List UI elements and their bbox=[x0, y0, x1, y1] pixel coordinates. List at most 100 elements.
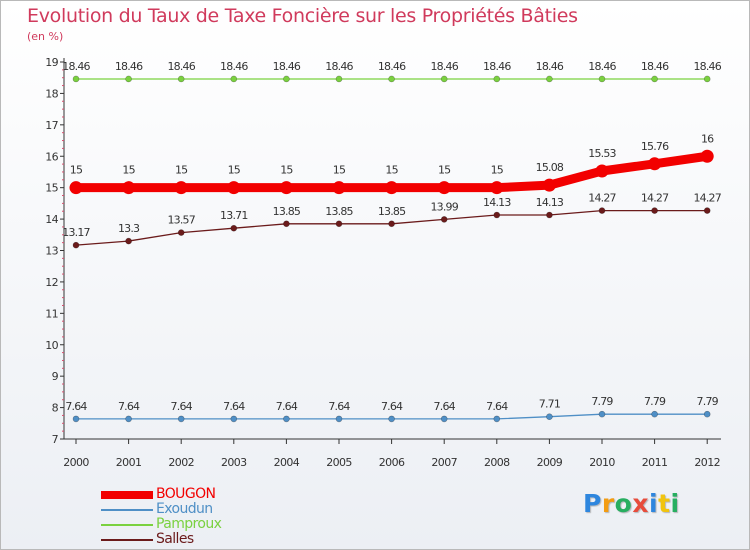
x-tick-label: 2009 bbox=[537, 456, 563, 469]
data-label: 18.46 bbox=[378, 60, 406, 73]
x-tick-label: 2010 bbox=[589, 456, 615, 469]
data-point bbox=[72, 415, 80, 423]
data-label: 13.85 bbox=[378, 205, 406, 218]
data-label: 15 bbox=[491, 164, 504, 177]
data-point bbox=[69, 181, 83, 195]
data-label: 7.64 bbox=[434, 400, 456, 413]
data-label: 15.76 bbox=[641, 140, 669, 153]
logo-letter: t bbox=[658, 489, 671, 518]
data-point bbox=[72, 75, 80, 83]
data-label: 14.27 bbox=[588, 192, 616, 205]
data-point bbox=[703, 207, 711, 214]
data-label: 13.71 bbox=[220, 209, 248, 222]
data-point bbox=[230, 224, 238, 232]
data-label: 7.79 bbox=[697, 395, 719, 408]
logo-letter: o bbox=[614, 489, 633, 518]
data-point bbox=[335, 220, 343, 228]
data-label: 13.57 bbox=[167, 214, 195, 227]
data-label: 14.13 bbox=[536, 196, 564, 209]
y-tick-label: 11 bbox=[45, 307, 58, 320]
data-point bbox=[335, 415, 343, 423]
data-label: 15.08 bbox=[536, 161, 564, 174]
data-point bbox=[283, 220, 290, 228]
data-point bbox=[598, 207, 606, 214]
chart-legend: BOUGON Exoudun Pamproux Salles bbox=[101, 486, 301, 547]
data-label: 7.64 bbox=[276, 400, 298, 413]
x-tick-label: 2006 bbox=[379, 456, 405, 469]
data-point bbox=[490, 181, 504, 195]
data-point bbox=[125, 415, 132, 423]
y-tick-label: 16 bbox=[45, 150, 58, 163]
data-label: 7.64 bbox=[223, 400, 245, 413]
data-label: 18.46 bbox=[641, 60, 669, 73]
data-point bbox=[651, 207, 658, 214]
data-point bbox=[122, 181, 136, 195]
y-tick-label: 15 bbox=[45, 182, 58, 195]
logo-letter: i bbox=[649, 489, 659, 518]
chart-subtitle: (en %) bbox=[27, 30, 64, 43]
data-label: 7.64 bbox=[118, 400, 140, 413]
x-tick-label: 2005 bbox=[326, 456, 352, 469]
data-point bbox=[546, 413, 553, 420]
legend-label: Exoudun bbox=[156, 501, 213, 517]
x-tick-label: 2011 bbox=[642, 456, 668, 469]
data-label: 18.46 bbox=[115, 60, 143, 73]
data-point bbox=[177, 75, 185, 83]
data-label: 18.46 bbox=[167, 60, 195, 73]
data-label: 18.46 bbox=[325, 60, 353, 73]
logo-letter: r bbox=[601, 489, 615, 518]
data-label: 7.79 bbox=[591, 395, 613, 408]
data-label: 15 bbox=[228, 164, 241, 177]
legend-swatch bbox=[101, 539, 153, 541]
data-label: 7.64 bbox=[65, 400, 87, 413]
y-tick-label: 14 bbox=[45, 213, 58, 226]
legend-item-exoudun: Exoudun bbox=[101, 501, 301, 517]
y-tick-label: 8 bbox=[52, 402, 59, 415]
data-point bbox=[283, 75, 290, 83]
data-label: 7.64 bbox=[486, 400, 508, 413]
x-tick-label: 2000 bbox=[63, 456, 89, 469]
data-point bbox=[125, 237, 132, 245]
data-point bbox=[542, 178, 556, 192]
data-point bbox=[546, 211, 553, 219]
data-label: 7.71 bbox=[539, 398, 560, 411]
x-tick-label: 2003 bbox=[221, 456, 247, 469]
data-label: 18.46 bbox=[693, 60, 721, 73]
data-label: 14.27 bbox=[641, 192, 669, 205]
data-label: 18.46 bbox=[483, 60, 511, 73]
data-label: 15 bbox=[175, 164, 188, 177]
data-label: 14.13 bbox=[483, 196, 511, 209]
y-tick-label: 12 bbox=[45, 276, 58, 289]
data-label: 18.46 bbox=[430, 60, 458, 73]
data-label: 7.64 bbox=[171, 400, 193, 413]
data-point bbox=[388, 75, 395, 83]
legend-item-pamproux: Pamproux bbox=[101, 516, 301, 532]
data-point bbox=[385, 181, 399, 195]
x-tick-label: 2001 bbox=[116, 456, 142, 469]
data-label: 16 bbox=[701, 132, 714, 145]
data-point bbox=[283, 415, 290, 423]
data-label: 18.46 bbox=[220, 60, 248, 73]
data-point bbox=[651, 410, 658, 418]
data-point bbox=[493, 211, 501, 219]
y-tick-label: 19 bbox=[45, 56, 58, 69]
data-point bbox=[388, 220, 395, 228]
x-tick-label: 2007 bbox=[431, 456, 457, 469]
data-point bbox=[703, 75, 711, 83]
y-tick-label: 9 bbox=[52, 370, 59, 383]
data-point bbox=[440, 415, 448, 423]
x-tick-label: 2012 bbox=[694, 456, 720, 469]
logo-letter: i bbox=[670, 489, 680, 518]
legend-item-bougon: BOUGON bbox=[101, 486, 301, 502]
x-tick-label: 2008 bbox=[484, 456, 510, 469]
legend-label: Pamproux bbox=[156, 516, 222, 532]
x-tick-label: 2004 bbox=[274, 456, 300, 469]
legend-swatch bbox=[101, 524, 153, 526]
proxiti-logo: Proxiti bbox=[583, 489, 680, 518]
data-point bbox=[388, 415, 395, 423]
y-tick-label: 7 bbox=[52, 433, 59, 446]
data-point bbox=[703, 410, 711, 418]
chart-title: Evolution du Taux de Taxe Foncière sur l… bbox=[27, 5, 578, 27]
